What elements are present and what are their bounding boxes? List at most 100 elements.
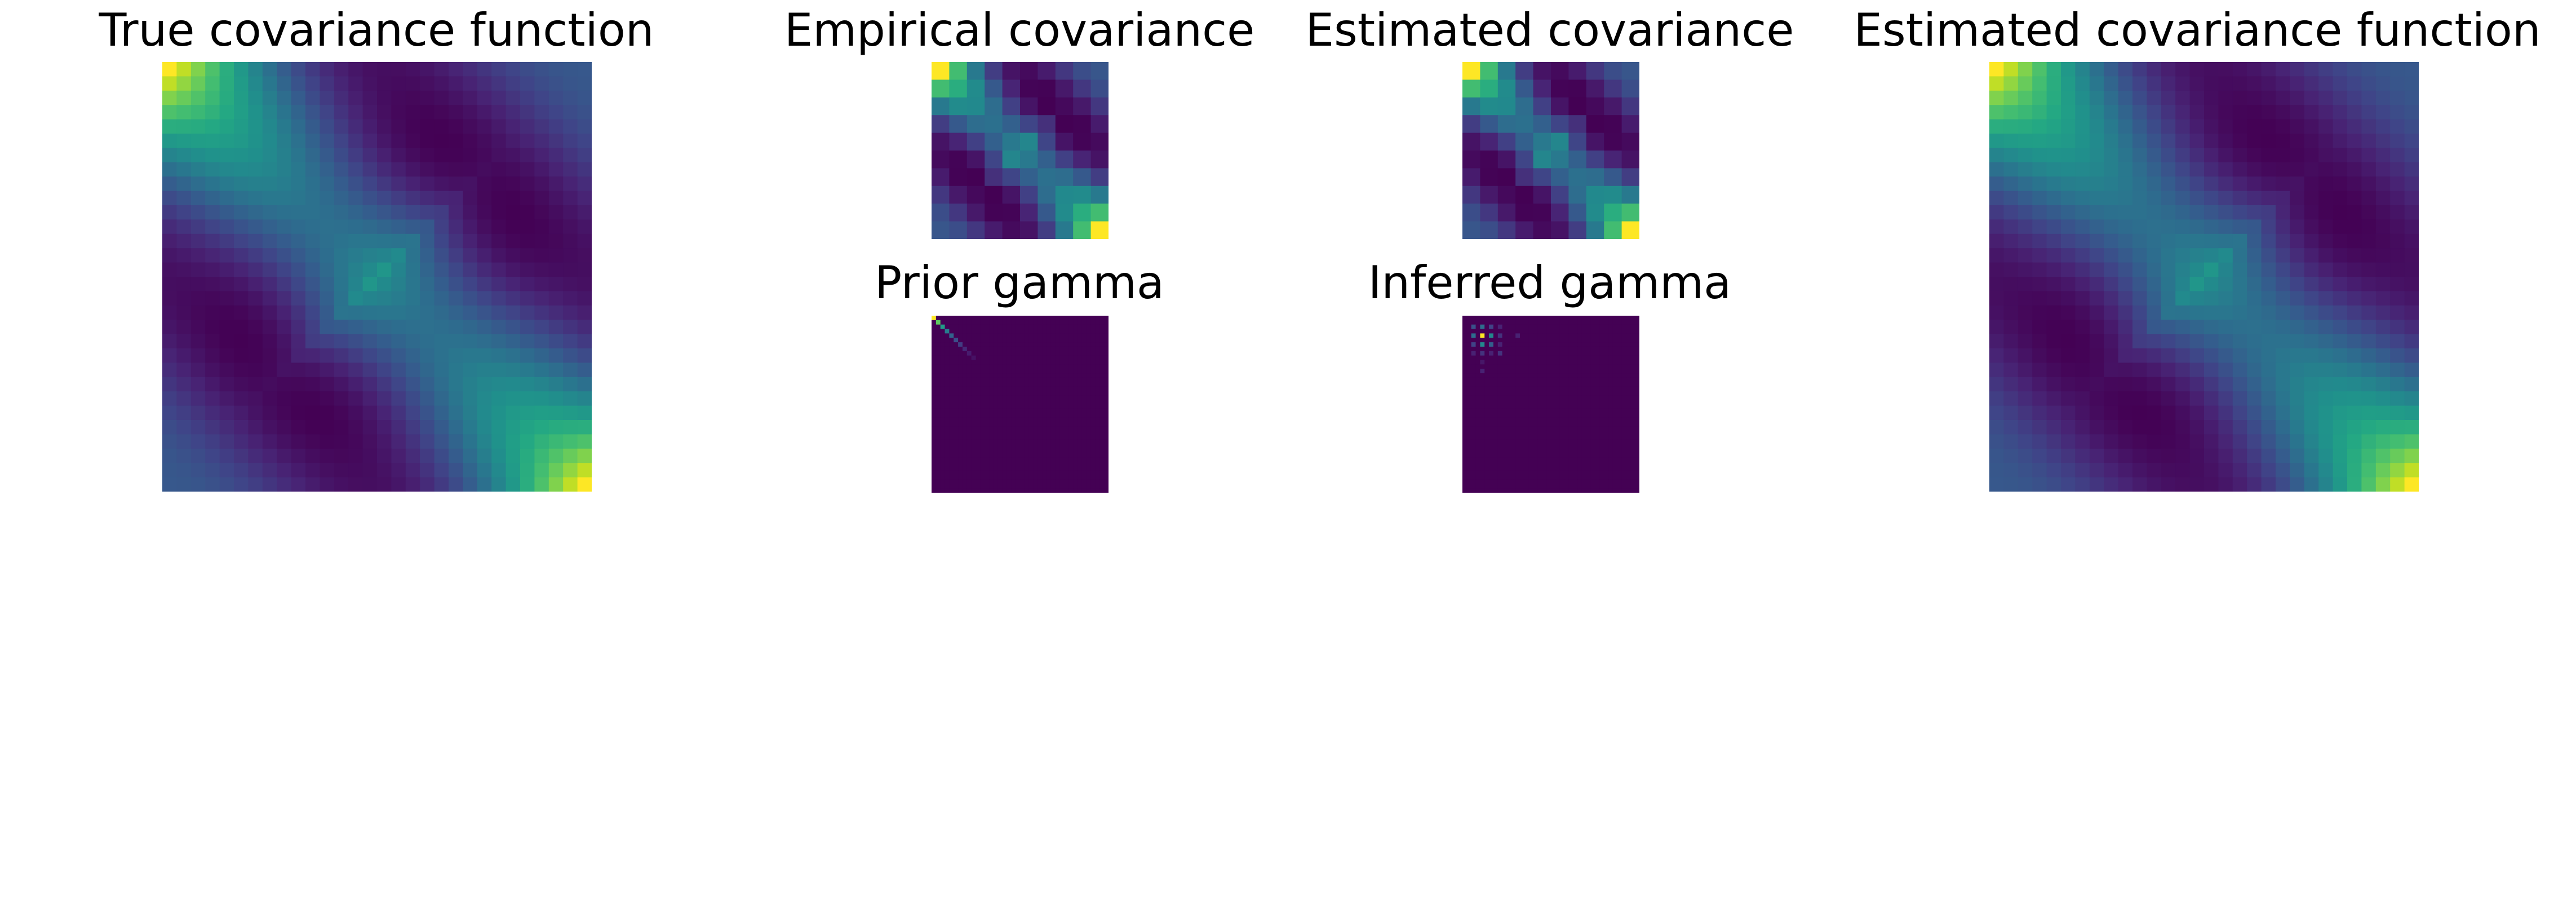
heatmap-4-cell-28-32	[1073, 439, 1078, 445]
heatmap-5-cell-19-16	[1533, 400, 1538, 405]
heatmap-0-cell-6-7	[262, 148, 277, 163]
heatmap-4-cell-37-24	[1038, 479, 1043, 484]
heatmap-4-cell-39-12	[985, 488, 990, 493]
heatmap-5-cell-29-4	[1480, 444, 1485, 449]
heatmap-4-cell-38-36	[1090, 484, 1096, 489]
heatmap-0-cell-3-22	[477, 105, 492, 120]
heatmap-5-cell-1-11	[1511, 320, 1516, 325]
heatmap-3-cell-28-12	[2161, 463, 2176, 478]
heatmap-4-cell-7-33	[1078, 346, 1083, 352]
heatmap-5-cell-34-17	[1537, 466, 1542, 471]
heatmap-0-cell-22-24	[506, 377, 521, 392]
heatmap-4-cell-39-29	[1059, 488, 1065, 493]
heatmap-0-cell-15-22	[477, 277, 492, 291]
heatmap-5-cell-14-19	[1546, 377, 1551, 383]
heatmap-3-cell-23-1	[2003, 391, 2019, 406]
heatmap-3-cell-17-10	[2132, 305, 2147, 320]
heatmap-4-cell-9-19	[1016, 355, 1021, 361]
heatmap-3-cell-1-11	[2147, 76, 2162, 91]
heatmap-0-cell-29-12	[334, 477, 349, 492]
heatmap-3-cell-2-19	[2261, 90, 2276, 105]
heatmap-0-cell-19-13	[348, 334, 363, 349]
heatmap-4-cell-17-30	[1064, 391, 1069, 396]
heatmap-4-cell-28-22	[1028, 439, 1034, 445]
heatmap-4-cell-31-12	[985, 453, 990, 458]
heatmap-5-cell-29-34	[1612, 444, 1618, 449]
heatmap-0-cell-12-24	[506, 233, 521, 249]
heatmap-5-cell-24-21	[1555, 422, 1560, 427]
heatmap-5-cell-28-15	[1528, 439, 1534, 445]
heatmap-4-cell-36-17	[1007, 475, 1012, 480]
heatmap-2-cell-7-6	[1568, 185, 1587, 204]
heatmap-4-cell-5-18	[1011, 338, 1016, 343]
heatmap-0-cell-3-8	[277, 105, 292, 120]
heatmap-4-cell-8-22	[1028, 351, 1034, 356]
heatmap-4-cell-1-38	[1099, 320, 1105, 325]
heatmap-4-cell-21-1	[935, 408, 941, 414]
heatmap-0-cell-27-9	[291, 448, 306, 463]
heatmap-4-cell-3-34	[1081, 329, 1087, 334]
heatmap-5-cell-5-11	[1511, 338, 1516, 343]
heatmap-4-cell-39-17	[1007, 488, 1012, 493]
heatmap-4-cell-13-0	[932, 373, 937, 378]
heatmap-4-cell-32-15	[997, 457, 1003, 462]
heatmap-4-cell-33-28	[1055, 462, 1061, 467]
heatmap-3-cell-18-16	[2218, 320, 2233, 335]
heatmap-3-cell-25-29	[2404, 420, 2419, 435]
heatmap-5-cell-28-19	[1546, 439, 1551, 445]
heatmap-4-cell-26-14	[993, 431, 999, 436]
heatmap-5-cell-30-19	[1546, 448, 1551, 453]
heatmap-0-cell-10-24	[506, 205, 521, 220]
heatmap-5-cell-25-24	[1568, 426, 1573, 431]
heatmap-5-cell-34-12	[1515, 466, 1520, 471]
heatmap-3-cell-15-21	[2290, 277, 2305, 291]
heatmap-5-cell-19-35	[1617, 400, 1622, 405]
heatmap-4-cell-10-33	[1078, 360, 1083, 365]
heatmap-4-cell-38-20	[1020, 484, 1025, 489]
heatmap-5-cell-25-14	[1524, 426, 1529, 431]
heatmap-3-cell-15-28	[2390, 277, 2405, 291]
heatmap-5-cell-29-9	[1502, 444, 1508, 449]
heatmap-0-cell-23-27	[548, 391, 564, 406]
heatmap-5-cell-3-37	[1626, 329, 1631, 334]
heatmap-5-cell-23-19	[1546, 417, 1551, 422]
heatmap-4-cell-16-29	[1059, 386, 1065, 392]
heatmap-5-cell-16-21	[1555, 386, 1560, 392]
heatmap-5-cell-27-32	[1604, 435, 1609, 440]
heatmap-5-cell-28-25	[1573, 439, 1578, 445]
heatmap-5-cell-17-23	[1564, 391, 1569, 396]
heatmap-0-cell-14-18	[420, 262, 435, 277]
heatmap-0-cell-7-11	[320, 162, 335, 177]
heatmap-5-cell-26-26	[1577, 431, 1582, 436]
heatmap-3-cell-21-8	[2104, 362, 2119, 378]
heatmap-3-cell-26-29	[2404, 434, 2419, 449]
heatmap-4-cell-35-7	[962, 470, 968, 476]
heatmap-0-cell-27-7	[262, 448, 277, 463]
heatmap-5-cell-13-10	[1506, 373, 1511, 378]
heatmap-0-cell-13-6	[248, 248, 263, 263]
heatmap-4-cell-39-39	[1104, 488, 1109, 493]
heatmap-0-cell-15-0	[162, 277, 177, 291]
heatmap-4-cell-12-9	[971, 369, 977, 374]
heatmap-0-cell-21-20	[449, 362, 463, 378]
heatmap-5-cell-33-8	[1497, 462, 1503, 467]
heatmap-0-cell-22-2	[190, 377, 206, 392]
heatmap-5-cell-26-7	[1493, 431, 1498, 436]
heatmap-0-cell-14-11	[320, 262, 335, 277]
heatmap-4-cell-11-7	[962, 364, 968, 369]
heatmap-4-cell-31-39	[1104, 453, 1109, 458]
heatmap-0-cell-29-7	[262, 477, 277, 492]
heatmap-4-cell-3-30	[1064, 329, 1069, 334]
heatmap-5-cell-20-10	[1506, 404, 1511, 409]
heatmap-0-cell-5-9	[291, 134, 306, 148]
heatmap-0-cell-10-8	[277, 205, 292, 220]
heatmap-5-cell-19-36	[1621, 400, 1627, 405]
heatmap-4-cell-34-15	[997, 466, 1003, 471]
heatmap-0-cell-28-22	[477, 463, 492, 478]
heatmap-4-cell-23-5	[954, 417, 959, 422]
heatmap-0-cell-8-26	[534, 176, 549, 192]
heatmap-3-cell-1-9	[2118, 76, 2133, 91]
heatmap-5-cell-10-17	[1537, 360, 1542, 365]
heatmap-5-cell-20-8	[1497, 404, 1503, 409]
heatmap-1-cell-3-0	[932, 115, 950, 134]
